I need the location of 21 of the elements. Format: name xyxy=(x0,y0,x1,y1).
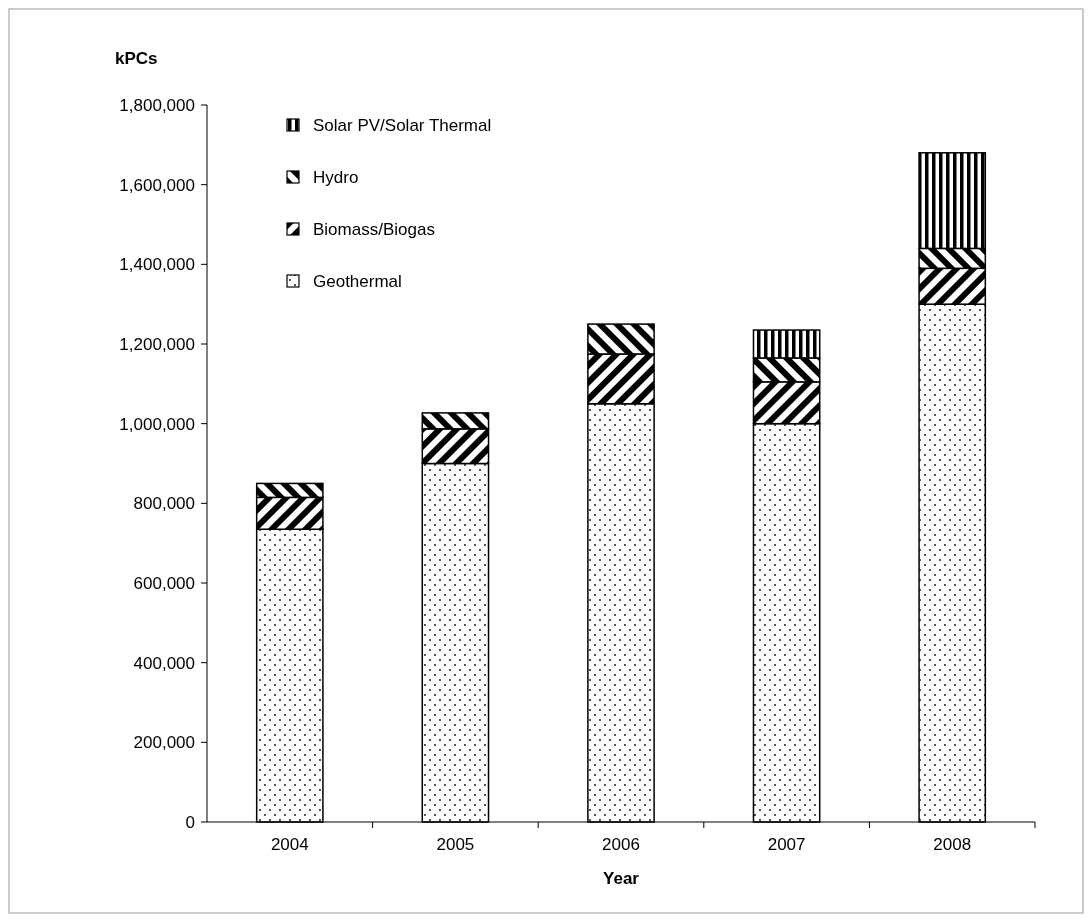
y-tick-label: 600,000 xyxy=(133,573,195,593)
legend-label: Hydro xyxy=(313,167,359,187)
y-tick-label: 1,000,000 xyxy=(119,414,195,434)
x-tick-label: 2006 xyxy=(602,835,640,854)
x-tick-label: 2004 xyxy=(270,835,309,854)
x-tick-label: 2005 xyxy=(436,835,475,854)
x-axis-title: Year xyxy=(603,869,640,888)
y-tick-label: 0 xyxy=(185,812,195,832)
x-tick-label: 2007 xyxy=(767,835,806,854)
y-tick-label: 400,000 xyxy=(133,653,195,673)
y-tick-label: 1,800,000 xyxy=(119,95,195,115)
y-tick-label: 1,600,000 xyxy=(119,175,195,195)
legend-label: Biomass/Biogas xyxy=(313,219,435,239)
y-tick-label: 800,000 xyxy=(133,494,195,514)
legend-label: Geothermal xyxy=(313,271,402,291)
x-tick-label: 2008 xyxy=(933,835,972,854)
y-tick-label: 1,400,000 xyxy=(119,255,195,275)
legend-label: Solar PV/Solar Thermal xyxy=(313,115,492,135)
y-tick-label: 200,000 xyxy=(133,733,195,753)
y-axis-title: kPCs xyxy=(115,49,158,68)
y-tick-label: 1,200,000 xyxy=(119,334,195,354)
